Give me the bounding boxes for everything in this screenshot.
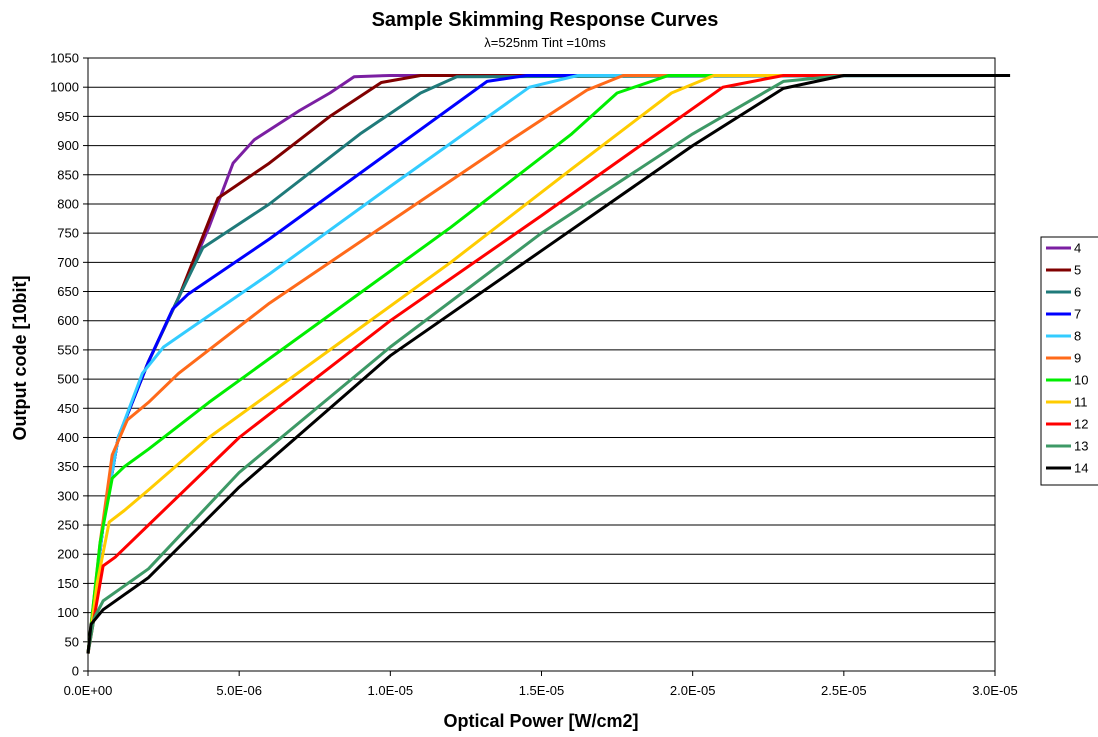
y-tick-label: 600	[57, 313, 79, 328]
chart-title: Sample Skimming Response Curves	[372, 9, 719, 31]
gridlines	[88, 86, 995, 643]
x-tick-label: 2.0E-05	[670, 683, 716, 698]
legend-label-9: 9	[1074, 351, 1081, 366]
y-tick-label: 50	[65, 634, 79, 649]
y-tick-label: 500	[57, 372, 79, 387]
series-line-4	[86, 74, 995, 654]
x-tick-label: 1.0E-05	[368, 683, 414, 698]
x-axis-label: Optical Power [W/cm2]	[443, 711, 638, 731]
legend-label-13: 13	[1074, 439, 1088, 454]
legend-box	[1040, 236, 1098, 486]
series-lines	[86, 74, 1011, 654]
legend-label-10: 10	[1074, 373, 1088, 388]
chart-subtitle: λ=525nm Tint =10ms	[484, 35, 606, 50]
legend-label-5: 5	[1074, 263, 1081, 278]
series-line-14	[86, 74, 1011, 654]
plot-area	[87, 57, 996, 672]
y-tick-label: 350	[57, 459, 79, 474]
legend-label-11: 11	[1074, 395, 1088, 410]
y-axis: 0 50 100 150 200 250 300 350 400 450 500 550 600 650 7…	[50, 51, 88, 679]
x-tick-label: 0.0E+00	[64, 683, 113, 698]
legend-label-14: 14	[1074, 461, 1088, 476]
x-tick-label: 1.5E-05	[519, 683, 565, 698]
y-tick-label: 0	[72, 664, 79, 679]
y-tick-label: 850	[57, 167, 79, 182]
series-line-12	[86, 74, 995, 654]
y-tick-label: 1000	[50, 80, 79, 95]
y-tick-label: 900	[57, 138, 79, 153]
y-tick-label: 750	[57, 226, 79, 241]
x-tick-label: 5.0E-06	[216, 683, 262, 698]
series-line-11	[86, 74, 995, 654]
y-axis-label: Output code [10bit]	[10, 276, 30, 441]
legend-label-6: 6	[1074, 285, 1081, 300]
legend-label-12: 12	[1074, 417, 1088, 432]
series-line-5	[86, 74, 995, 654]
y-tick-label: 450	[57, 401, 79, 416]
y-tick-label: 400	[57, 430, 79, 445]
legend-label-7: 7	[1074, 307, 1081, 322]
x-axis: 0.0E+00 5.0E-06 1.0E-05 1.5E-05 2.0E-05 2.5E-…	[64, 671, 1018, 698]
legend: 4 5 6 7 8 9 10 11 12 13 14	[1040, 236, 1098, 486]
y-tick-label: 1050	[50, 51, 79, 66]
legend-label-8: 8	[1074, 329, 1081, 344]
series-line-8	[86, 74, 995, 654]
series-line-10	[86, 74, 995, 654]
y-tick-label: 250	[57, 518, 79, 533]
series-line-13	[86, 74, 995, 654]
y-tick-label: 650	[57, 284, 79, 299]
series-line-7	[86, 74, 995, 654]
y-tick-label: 950	[57, 109, 79, 124]
x-tick-label: 2.5E-05	[821, 683, 867, 698]
y-tick-label: 300	[57, 488, 79, 503]
legend-label-4: 4	[1074, 241, 1081, 256]
y-tick-label: 150	[57, 576, 79, 591]
y-tick-label: 800	[57, 196, 79, 211]
y-tick-label: 200	[57, 547, 79, 562]
y-tick-label: 100	[57, 605, 79, 620]
y-tick-label: 550	[57, 342, 79, 357]
x-tick-label: 3.0E-05	[972, 683, 1018, 698]
series-line-9	[86, 74, 995, 654]
series-line-6	[86, 74, 996, 654]
y-tick-label: 700	[57, 255, 79, 270]
